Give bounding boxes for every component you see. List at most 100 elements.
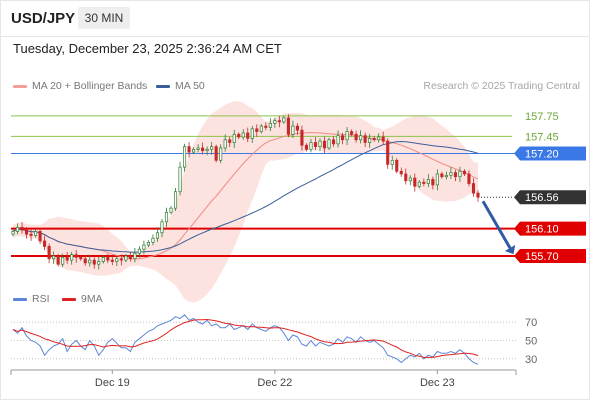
candle-body — [286, 117, 290, 135]
candle-body — [341, 135, 345, 141]
candle-body — [119, 258, 123, 261]
legend-9ma-swatch — [62, 297, 76, 301]
candle-body — [164, 211, 169, 223]
forecast-arrow-shaft — [481, 200, 512, 249]
legend-ma50: MA 50 — [156, 80, 205, 92]
candle-body — [38, 231, 42, 242]
candle-body — [228, 139, 232, 143]
timestamp: Tuesday, December 23, 2025 2:36:24 AM CE… — [13, 41, 282, 56]
candle-body — [471, 183, 476, 194]
candle-body — [196, 147, 200, 150]
candle-body — [205, 148, 209, 152]
candle-body — [300, 129, 304, 146]
candle-body — [444, 174, 448, 178]
level-tag-157.20 — [514, 146, 586, 161]
legend-bollinger-label: MA 20 + Bollinger Bands — [32, 80, 148, 92]
candle-body — [435, 173, 439, 186]
rsi-9ma-line — [12, 318, 479, 358]
candle-body — [133, 252, 137, 260]
candle-body — [241, 132, 245, 138]
candle-body — [426, 179, 430, 184]
candle-body — [282, 117, 286, 123]
candle-body — [155, 232, 160, 239]
forecast-arrow-head — [504, 245, 516, 255]
candle-body — [223, 139, 227, 149]
candle-body — [142, 244, 146, 250]
candle-body — [47, 246, 51, 260]
candle-body — [151, 237, 155, 243]
candle-body — [422, 181, 426, 184]
x-tick-label: Dec 19 — [95, 377, 130, 389]
level-label-156.10: 156.10 — [525, 224, 559, 236]
candle-body — [313, 142, 318, 147]
candle-body — [336, 135, 340, 145]
candle-body — [92, 259, 96, 265]
level-label-157.20: 157.20 — [525, 148, 559, 160]
candle-body — [178, 166, 182, 193]
level-label-156.56: 156.56 — [525, 192, 559, 204]
legend-rsi-swatch — [13, 297, 27, 301]
candle-body — [277, 120, 281, 123]
candle-body — [110, 259, 114, 262]
candle-body — [304, 144, 308, 150]
candle-body — [65, 257, 69, 261]
candle-body — [377, 136, 381, 141]
candle-body — [350, 131, 354, 135]
chart-header: USD/JPY 30 MIN — [0, 0, 590, 37]
legend-rsi-label: RSI — [32, 293, 50, 305]
candle-body — [449, 172, 453, 176]
candle-body — [386, 140, 390, 165]
candle-body — [476, 192, 480, 198]
candle-body — [268, 123, 272, 128]
level-label-155.70: 155.70 — [525, 251, 559, 263]
candle-body — [183, 146, 187, 168]
candle-body — [169, 207, 173, 213]
candle-body — [43, 240, 47, 247]
candle-body — [417, 181, 421, 187]
ma50-line — [12, 140, 479, 253]
candle-body — [61, 257, 65, 265]
candle-body — [106, 257, 110, 261]
candle-body — [219, 147, 223, 161]
candle-body — [29, 233, 33, 236]
candle-body — [458, 170, 462, 178]
x-tick-label: Dec 22 — [257, 377, 292, 389]
candle-body — [20, 226, 24, 231]
candle-body — [115, 258, 119, 262]
candle-body — [237, 133, 241, 138]
legend-rsi: RSI — [13, 293, 50, 305]
candle-body — [381, 136, 385, 142]
level-tag-156.10 — [514, 221, 586, 236]
candle-body — [88, 259, 92, 264]
legend-9ma-label: 9MA — [81, 293, 103, 305]
candle-body — [359, 135, 363, 141]
candle-body — [70, 254, 74, 261]
candle-body — [11, 231, 15, 235]
candle-body — [453, 172, 457, 178]
candle-body — [255, 128, 259, 132]
symbol-label: USD/JPY — [11, 10, 76, 27]
interval-button[interactable]: 30 MIN — [78, 7, 130, 29]
candle-body — [79, 257, 83, 260]
rsi-tick-70: 70 — [525, 317, 537, 329]
rsi-line — [12, 314, 479, 365]
candle-body — [413, 177, 417, 187]
candle-body — [404, 173, 408, 182]
candle-body — [295, 125, 299, 131]
candle-body — [246, 132, 250, 139]
candle-body — [291, 125, 295, 135]
candle-body — [74, 254, 78, 258]
bollinger-band-area — [13, 101, 478, 303]
candle-body — [408, 177, 412, 182]
candle-body — [210, 146, 214, 150]
legend-ma50-swatch — [156, 84, 170, 88]
candle-body — [259, 125, 263, 132]
level-tag-155.70 — [514, 249, 586, 264]
level-label-157.45: 157.45 — [525, 131, 559, 143]
candle-body — [327, 139, 331, 149]
candle-body — [462, 170, 467, 175]
candle-body — [345, 131, 349, 141]
candle-body — [440, 173, 444, 178]
legend-9ma: 9MA — [62, 293, 103, 305]
candle-body — [34, 231, 38, 236]
